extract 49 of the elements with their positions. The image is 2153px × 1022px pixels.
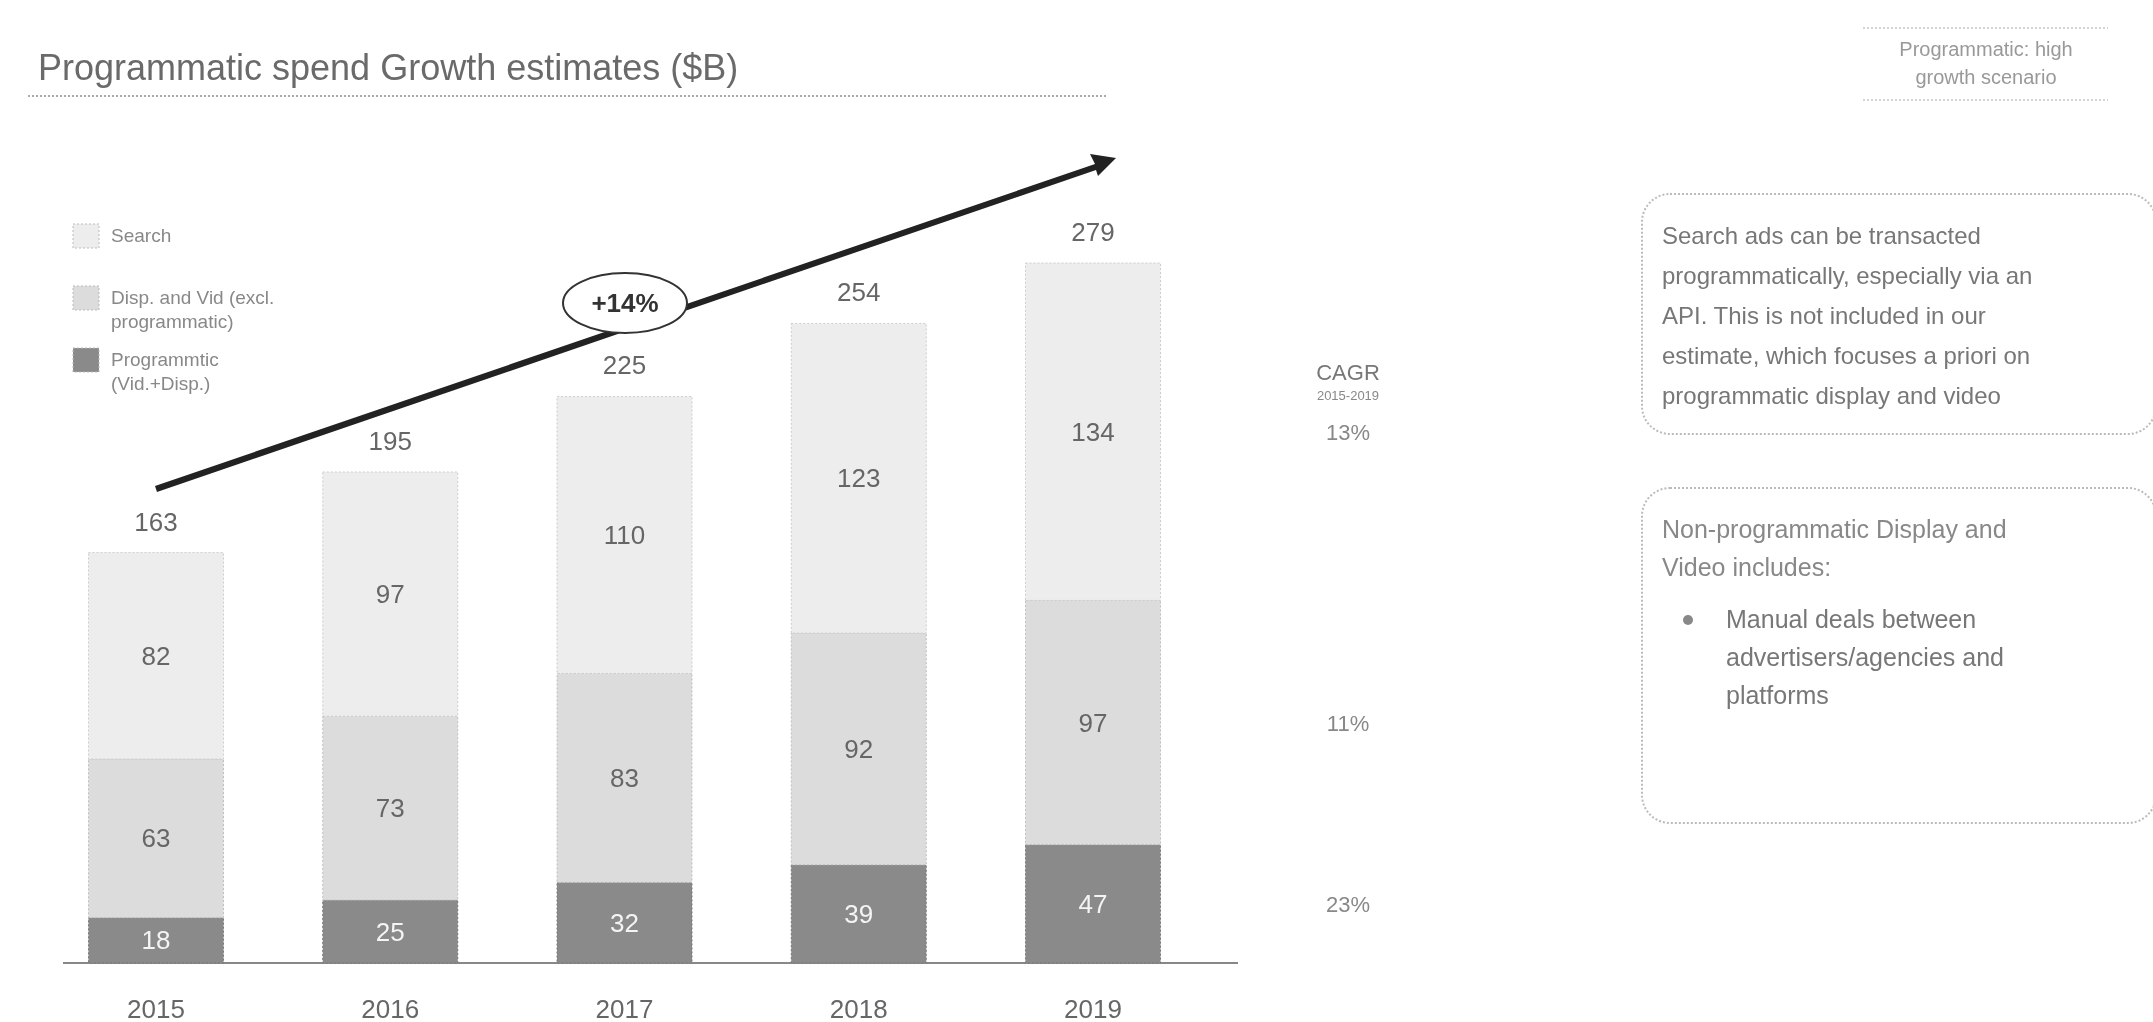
x-tick-label: 2016	[361, 994, 420, 1022]
text: Programmatic: high growth scenario	[1899, 38, 2073, 88]
total-label: 195	[368, 425, 412, 456]
bar	[790, 322, 927, 634]
text: CAGR	[1316, 360, 1380, 385]
data-label: 32	[610, 907, 639, 938]
data-label: 83	[610, 762, 639, 793]
text: 13%	[1325, 419, 1371, 445]
data-label: 25	[375, 916, 405, 947]
total-label: 225	[602, 350, 647, 381]
bar	[322, 715, 459, 901]
bar	[1025, 262, 1161, 601]
text: 23%	[1325, 891, 1371, 917]
text: Non-programmatic Display and Video includes:	[1662, 515, 2007, 581]
x-tick-label: 2019	[1064, 994, 1122, 1022]
data-label: 18	[141, 925, 171, 956]
bar	[556, 395, 693, 674]
x-tick-label: 2018	[829, 994, 888, 1022]
total-label: 254	[837, 277, 881, 308]
data-label: 110	[603, 519, 646, 550]
data-label: 92	[844, 733, 874, 764]
x-tick-label: 2015	[127, 994, 185, 1022]
x-tick-label: 2017	[595, 994, 654, 1022]
bar	[88, 552, 224, 760]
text: 11%	[1326, 710, 1370, 736]
total-label: 163	[134, 506, 178, 537]
data-label: 39	[844, 898, 874, 929]
text: Search ads can be transacted programmatically, especially via an API. This is not included in our estimate, which focuses a priori on programmatic display and video	[1662, 222, 2033, 409]
legend-label: Search	[111, 225, 172, 246]
data-label: 63	[141, 823, 171, 854]
data-label: 47	[1078, 888, 1108, 919]
data-label: 73	[375, 793, 405, 824]
total-label: 279	[1071, 217, 1115, 247]
data-label: 82	[141, 640, 171, 671]
legend-label: Programmtic (Vid.+Disp.)	[111, 349, 219, 394]
data-label: 97	[1078, 707, 1108, 738]
text: 2015-2019	[1316, 388, 1380, 403]
bar	[556, 672, 693, 883]
legend-label: Disp. and Vid (excl. programmatic)	[111, 287, 275, 332]
bar	[322, 471, 459, 717]
bar	[88, 758, 224, 919]
data-label: 97	[375, 579, 405, 610]
chart-title: Programmatic spend Growth estimates ($B)	[38, 47, 739, 88]
data-label: 123	[837, 463, 881, 494]
text: Manual deals between advertisers/agencies and platforms	[1726, 605, 2004, 709]
bar	[790, 632, 927, 866]
annotation: +14%	[591, 288, 659, 318]
data-label: 134	[1071, 416, 1115, 447]
bar	[1025, 599, 1161, 846]
